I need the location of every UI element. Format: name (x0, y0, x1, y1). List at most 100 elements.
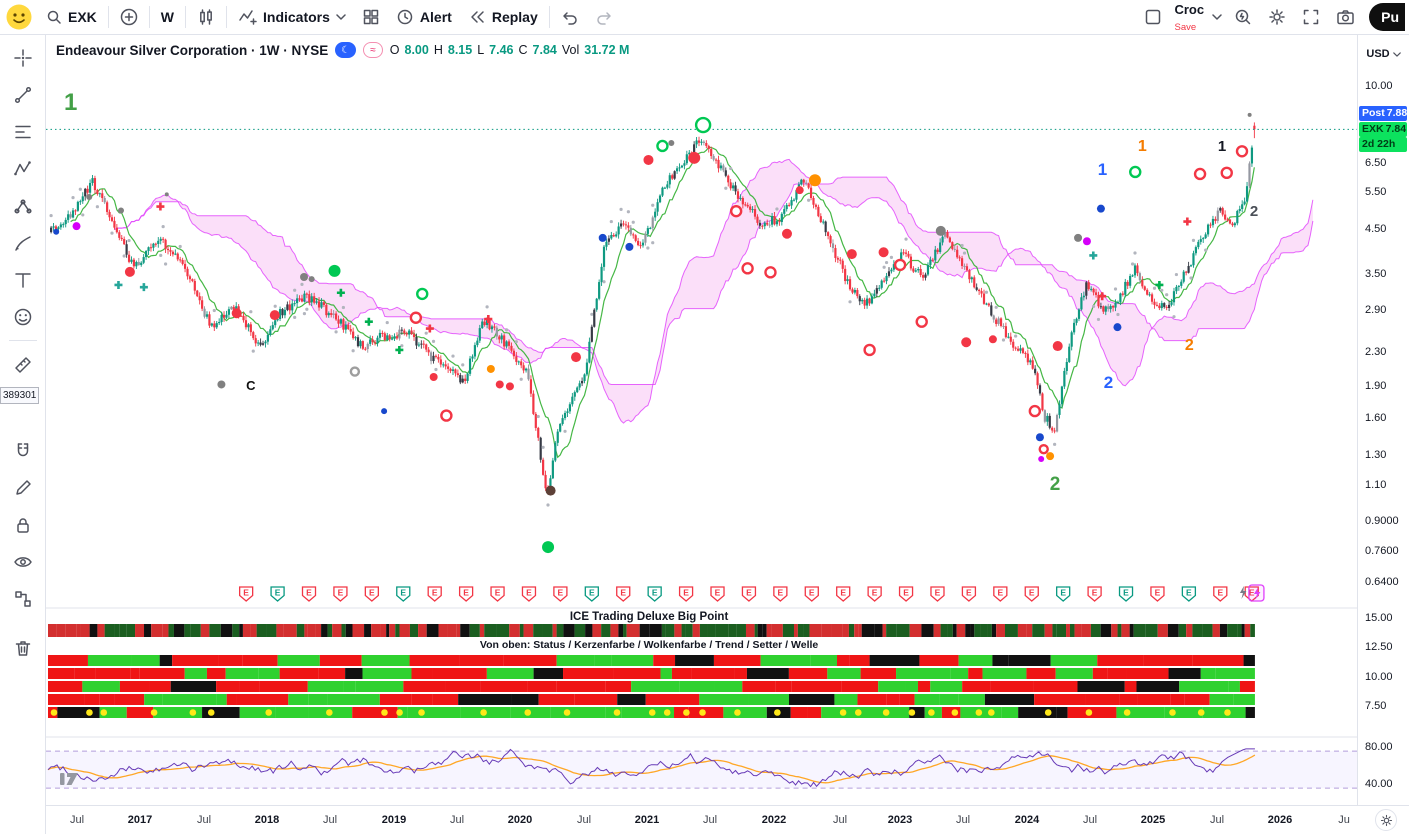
chart-style-button[interactable] (189, 3, 223, 31)
price-axis[interactable]: USD 10.00 6.50 5.50 4.50 3.50 2.90 2.30 1.90 1.6… (1357, 35, 1409, 805)
ice-strip-segment (856, 707, 910, 718)
compare-add-button[interactable] (112, 3, 146, 31)
ice-strip-segment (283, 624, 297, 637)
ice-strip-segment (585, 624, 593, 637)
ice-strip-segment (242, 624, 251, 637)
magnet-icon (17, 442, 28, 456)
earnings-letter: E (715, 588, 721, 598)
ice-strip-segment (236, 694, 289, 705)
trend-line-tool[interactable] (6, 78, 40, 112)
user-avatar[interactable] (6, 4, 32, 30)
earnings-icon (521, 586, 537, 602)
ice-strip-segment (266, 624, 277, 637)
alert-button[interactable]: Alert (388, 3, 460, 31)
ice-strip-segment (533, 624, 543, 637)
ice-strip-segment (631, 681, 680, 692)
welle-dot (908, 709, 916, 716)
wave-pattern-icon (13, 160, 31, 175)
object-tree-tool[interactable] (6, 582, 40, 616)
dot-marker (643, 154, 654, 165)
earnings-letter: E (400, 588, 406, 598)
xabcd-pattern-tool[interactable] (6, 189, 40, 223)
ice-strip-segment (980, 624, 988, 637)
crosshair-tool[interactable] (6, 41, 40, 75)
ice-strip-segment (1111, 624, 1118, 637)
welle-dot (1224, 709, 1231, 716)
ice-strip-segment (319, 655, 362, 666)
chart-canvas[interactable]: 1 C 2 1 2 1 2 1 2 E E E E E E E E E E E E E E E E E E E E E E E E E E E E E E E… (46, 35, 1357, 805)
ice-strip-segment (791, 681, 842, 692)
timeframe-button[interactable]: W (153, 3, 182, 31)
timezone-settings-button[interactable] (1375, 809, 1397, 831)
earnings-icon (553, 586, 568, 602)
undo-button[interactable] (553, 3, 587, 31)
ice-strip-segment (1034, 694, 1086, 705)
ice-strip-segment (206, 668, 226, 679)
publish-button[interactable]: Pu (1369, 3, 1405, 31)
emoji-tool[interactable] (6, 300, 40, 334)
watchlist-panel-button[interactable] (1136, 3, 1170, 31)
currency-selector[interactable]: USD (1358, 48, 1409, 60)
symbol-title[interactable]: Endeavour Silver Corporation · 1W · NYSE (56, 42, 329, 58)
moon-badge[interactable]: ☾ (335, 42, 357, 58)
volume-label: Vol (561, 43, 580, 57)
ice-strip-segment (848, 624, 855, 637)
price-axis-label: 0.6400 (1365, 576, 1399, 588)
grid-layout-button[interactable] (354, 3, 388, 31)
welle-dot (396, 709, 403, 716)
wave-badge[interactable]: ≈ (363, 42, 383, 58)
wave-annotation: 1 (64, 89, 77, 116)
lock-all-tool[interactable] (6, 508, 40, 542)
fib-retracement-tool[interactable] (6, 115, 40, 149)
ice-strip-segment (617, 694, 646, 705)
ice-strip-segment (341, 624, 346, 637)
ice-strip-segment (1202, 707, 1246, 718)
wave-annotation: C (246, 378, 256, 393)
dot-marker (878, 247, 889, 258)
remove-all-tool[interactable] (6, 631, 40, 665)
ice-strip-segment (1004, 624, 1018, 637)
hide-all-tool[interactable] (6, 545, 40, 579)
ice-strip-segment (1018, 707, 1057, 718)
ring-marker (1038, 443, 1049, 455)
snapshot-button[interactable] (1328, 3, 1363, 31)
wave-annotation: 2 (1050, 474, 1061, 495)
quick-search-button[interactable] (1226, 3, 1260, 31)
settings-button[interactable] (1260, 3, 1294, 31)
redo-button[interactable] (587, 3, 621, 31)
plot-area[interactable]: 1 C 2 1 2 1 2 1 2 E E E E E E E E E E E E E E E E E E E E E E E E E E E E E E E… (46, 35, 1357, 805)
ruler-tool[interactable] (6, 348, 40, 382)
replay-button[interactable]: Replay (460, 3, 546, 31)
ice-strip-segment (82, 681, 120, 692)
ice-strip-segment (364, 624, 372, 637)
dot-marker (808, 174, 821, 187)
ice-strip-segment (1126, 668, 1169, 679)
xabcd-icon (13, 198, 32, 214)
ice-strip-segment (797, 624, 804, 637)
time-axis-label: Jul (1209, 814, 1225, 826)
open-value: 8.00 (404, 43, 429, 57)
layout-name-button[interactable]: Croc Save (1170, 3, 1208, 33)
ring-marker (440, 409, 453, 422)
price-tag: Post 7.88 (1359, 106, 1407, 121)
ice-strip-segment (1008, 655, 1051, 666)
fullscreen-button[interactable] (1294, 3, 1328, 31)
text-tool[interactable] (6, 263, 40, 297)
time-axis[interactable]: Jul 2017 Jul 2018 Jul 2019 Jul 2020 Jul 2021 Jul 20… (46, 805, 1409, 834)
ice-strip-segment (970, 624, 975, 637)
ice-strip-segment (48, 655, 88, 666)
ice-strip-segment (947, 624, 953, 637)
layout-chevron-button[interactable] (1208, 3, 1226, 31)
indicators-button[interactable]: Indicators (230, 3, 354, 31)
symbol-search-button[interactable]: EXK (38, 3, 105, 31)
brush-tool[interactable] (6, 226, 40, 260)
dot-marker (571, 352, 582, 363)
wave-pattern-tool[interactable] (6, 152, 40, 186)
earnings-letter: E (746, 588, 752, 598)
save-label: Save (1174, 21, 1197, 33)
chevron-down-icon (336, 14, 346, 20)
magnet-tool[interactable] (6, 434, 40, 468)
ice-strip-segment (126, 707, 154, 718)
edit-tool[interactable] (6, 471, 40, 505)
